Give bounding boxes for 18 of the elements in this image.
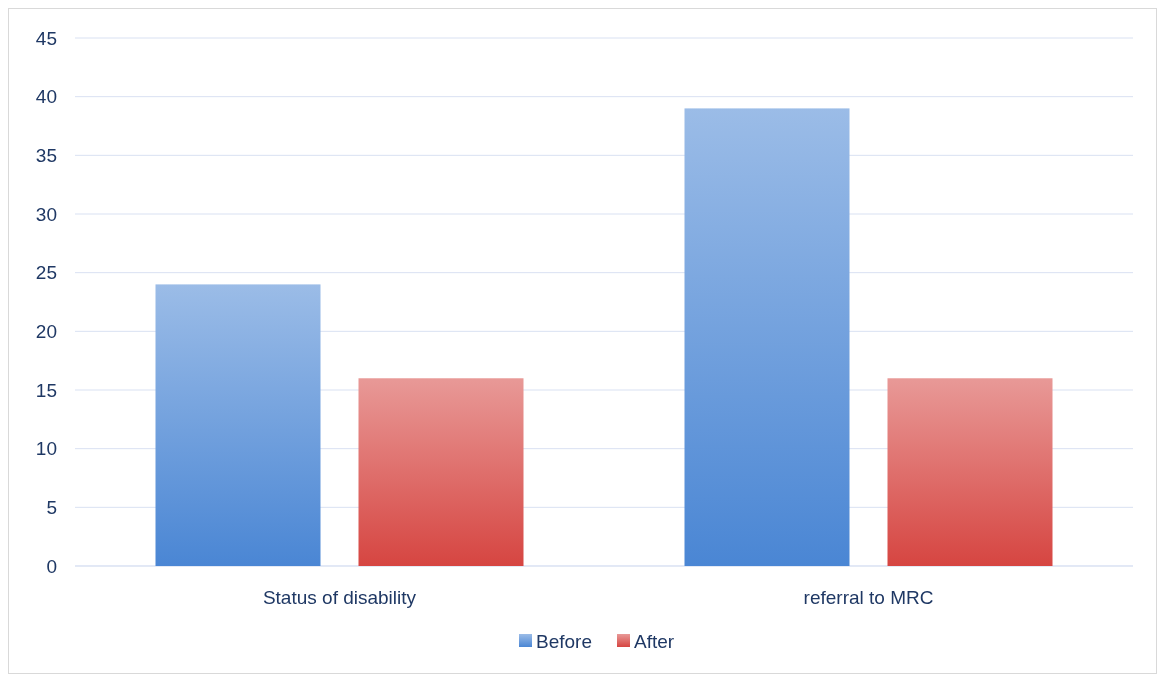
legend-label: Before — [536, 630, 592, 652]
x-tick-label: referral to MRC — [803, 587, 934, 608]
legend-label: After — [634, 630, 675, 652]
y-tick-label: 25 — [35, 262, 57, 284]
y-tick-label: 30 — [35, 203, 57, 225]
bar — [155, 284, 321, 566]
x-tick-label: Status of disability — [262, 587, 417, 608]
y-tick-label: 35 — [35, 144, 57, 166]
y-tick-label: 10 — [35, 438, 57, 460]
bar — [358, 378, 524, 566]
y-tick-label: 15 — [35, 379, 57, 401]
bar — [887, 378, 1053, 566]
y-tick-label: 5 — [46, 496, 57, 518]
y-tick-label: 45 — [35, 27, 57, 49]
bar — [684, 108, 850, 566]
y-tick-label: 0 — [46, 555, 57, 577]
y-tick-label: 20 — [35, 320, 57, 342]
y-tick-label: 40 — [35, 86, 57, 108]
